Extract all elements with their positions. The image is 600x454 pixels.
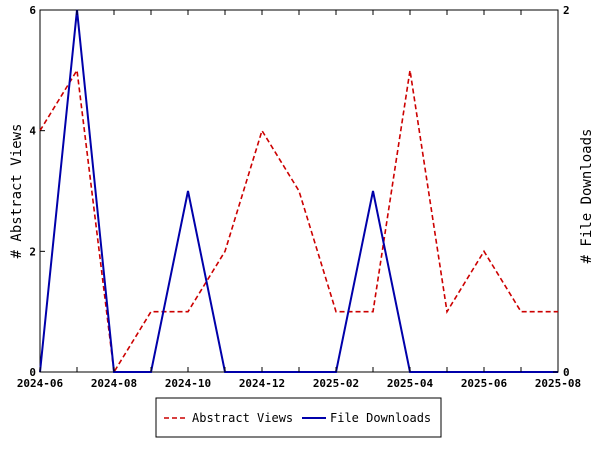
series-line-abstract-views	[39, 67, 558, 375]
x-tick-label-2025-06: 2025-06	[461, 377, 508, 390]
y-left-tick-label-0: 0	[29, 366, 36, 379]
y-left-tick-label-2: 2	[29, 245, 36, 258]
x-tick-label-2024-06: 2024-06	[17, 377, 64, 390]
legend-label-file-downloads: File Downloads	[330, 411, 431, 425]
x-tick-label-2024-08: 2024-08	[91, 377, 137, 390]
y-right-tick-label-0: 0	[563, 366, 570, 379]
x-tick-label-2024-12: 2024-12	[239, 377, 285, 390]
y-axis-right-title: # File Downloads	[579, 129, 595, 264]
y-axis-left-title: # Abstract Views	[9, 124, 25, 259]
y-left-tick-label-4: 4	[29, 125, 36, 138]
legend: Abstract Views File Downloads	[155, 397, 442, 438]
y-left-tick-label-6: 6	[29, 4, 36, 17]
legend-box	[155, 397, 442, 438]
y-right-tick-label-2: 2	[563, 4, 570, 17]
x-tick-label-2025-08: 2025-08	[535, 377, 581, 390]
x-tick-label-2025-02: 2025-02	[313, 377, 359, 390]
series-line-file-downloads	[39, 9, 558, 373]
legend-label-abstract-views: Abstract Views	[192, 411, 293, 425]
x-tick-label-2025-04: 2025-04	[387, 377, 434, 390]
x-tick-label-2024-10: 2024-10	[165, 377, 211, 390]
plot-frame	[39, 9, 559, 373]
